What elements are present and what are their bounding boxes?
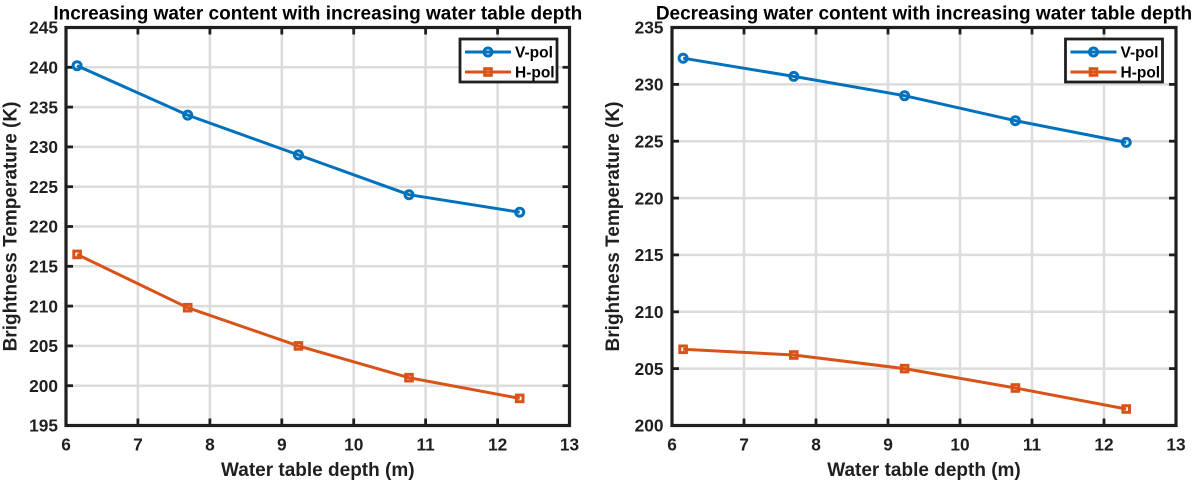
svg-text:12: 12	[488, 435, 507, 455]
svg-text:240: 240	[29, 58, 58, 78]
svg-text:11: 11	[416, 435, 435, 455]
svg-text:205: 205	[635, 359, 664, 379]
svg-text:7: 7	[739, 435, 749, 455]
svg-text:205: 205	[29, 336, 58, 356]
svg-text:12: 12	[1094, 435, 1113, 455]
svg-text:Brightness Temperature (K): Brightness Temperature (K)	[603, 102, 624, 352]
svg-text:225: 225	[29, 177, 58, 197]
svg-text:10: 10	[950, 435, 969, 455]
svg-text:220: 220	[29, 217, 58, 237]
svg-text:8: 8	[811, 435, 821, 455]
svg-text:210: 210	[29, 296, 58, 316]
svg-text:215: 215	[29, 257, 58, 277]
svg-text:Water table depth (m): Water table depth (m)	[827, 460, 1021, 481]
svg-text:230: 230	[29, 137, 58, 157]
svg-text:9: 9	[883, 435, 893, 455]
svg-text:Brightness Temperature (K): Brightness Temperature (K)	[1, 102, 22, 352]
svg-text:Increasing water content with: Increasing water content with increasing…	[53, 3, 582, 24]
svg-text:9: 9	[277, 435, 287, 455]
svg-text:220: 220	[635, 188, 664, 208]
svg-text:235: 235	[29, 97, 58, 117]
svg-text:210: 210	[635, 302, 664, 322]
svg-text:230: 230	[635, 75, 664, 95]
svg-text:200: 200	[29, 376, 58, 396]
svg-text:215: 215	[635, 245, 664, 265]
svg-text:235: 235	[635, 18, 664, 38]
svg-text:Decreasing water content with: Decreasing water content with increasing…	[656, 3, 1192, 24]
svg-text:V-pol: V-pol	[1121, 45, 1159, 62]
svg-text:Water table depth (m): Water table depth (m)	[221, 460, 415, 481]
svg-text:7: 7	[133, 435, 143, 455]
svg-text:H-pol: H-pol	[515, 65, 555, 82]
svg-text:245: 245	[29, 18, 58, 38]
svg-text:13: 13	[1166, 435, 1185, 455]
svg-text:H-pol: H-pol	[1121, 65, 1161, 82]
svg-text:V-pol: V-pol	[515, 45, 553, 62]
svg-text:6: 6	[61, 435, 71, 455]
svg-text:195: 195	[29, 416, 58, 436]
svg-text:10: 10	[344, 435, 363, 455]
svg-text:6: 6	[667, 435, 677, 455]
svg-text:13: 13	[560, 435, 579, 455]
svg-text:8: 8	[205, 435, 215, 455]
svg-text:11: 11	[1023, 435, 1042, 455]
svg-text:200: 200	[635, 416, 664, 436]
svg-text:225: 225	[635, 131, 664, 151]
